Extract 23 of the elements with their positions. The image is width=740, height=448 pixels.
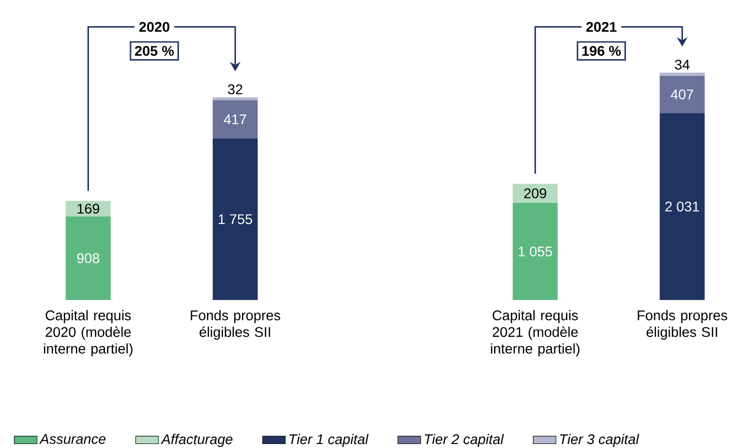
text: 2021 (586, 22, 617, 32)
data-label: 1 055 (518, 246, 552, 256)
data-label: 32 (228, 84, 242, 94)
data-label: 34 (674, 60, 690, 70)
text: 205 % (134, 46, 174, 56)
text: 196 % (582, 46, 621, 56)
x-tick-label: Capital requis 2021 (modèle interne partiel) (491, 310, 580, 356)
data-label: 1 755 (218, 214, 252, 224)
legend-label: Tier 3 capital (560, 434, 640, 447)
data-label: 908 (77, 253, 100, 264)
legend-label: Tier 2 capital (424, 434, 504, 447)
data-label: 417 (224, 114, 246, 124)
x-tick-label: Capital requis 2020 (modèle interne partiel) (44, 310, 132, 356)
legend-label: Tier 1 capital (290, 434, 369, 447)
data-label: 407 (670, 89, 694, 100)
legend-label: Assurance (39, 434, 106, 444)
legend-label: Affacturage (160, 434, 232, 447)
text: 2020 (139, 22, 170, 32)
data-label: 2 031 (665, 202, 699, 212)
data-label: 169 (78, 204, 100, 214)
x-tick-label: Fonds propres éligibles SII (190, 310, 280, 340)
x-tick-label: Fonds propres éligibles SII (638, 310, 728, 340)
data-label: 209 (524, 188, 546, 198)
